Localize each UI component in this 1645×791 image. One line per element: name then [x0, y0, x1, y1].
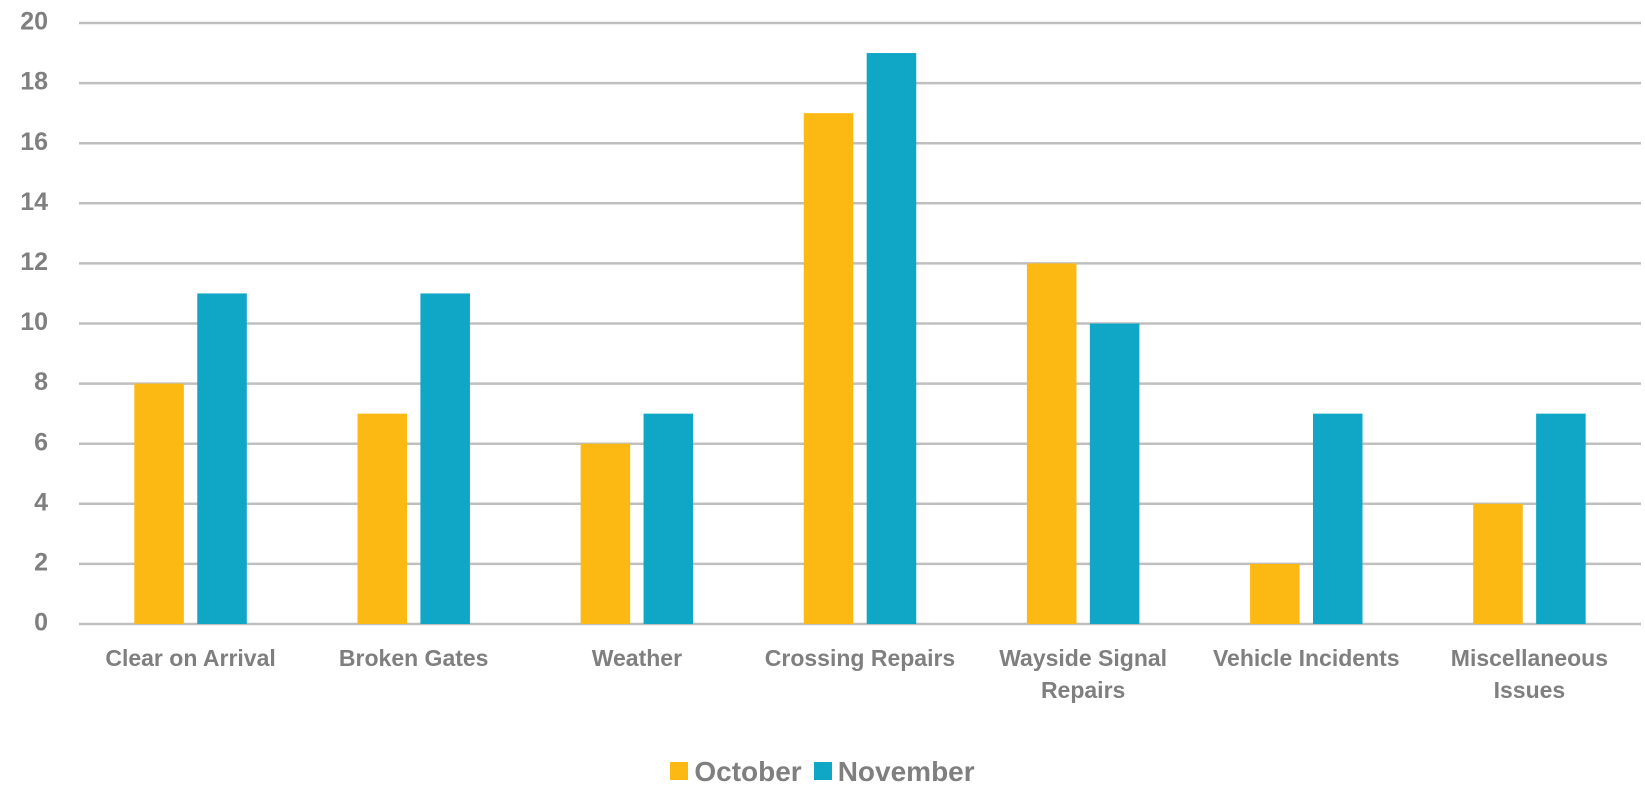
bar [134, 383, 184, 624]
x-tick-label: Broken Gates [338, 645, 489, 671]
bar [197, 293, 247, 624]
legend-swatch [670, 762, 689, 780]
legend-swatch [813, 762, 832, 780]
legend: October November [0, 756, 1645, 788]
bar [1473, 503, 1523, 624]
bar [1312, 413, 1363, 624]
bar [1536, 413, 1586, 624]
bar [580, 443, 631, 624]
y-tick-label: 2 [34, 549, 48, 577]
legend-label: October [694, 756, 802, 787]
bar [1089, 323, 1140, 624]
bar [357, 413, 408, 624]
y-tick-label: 10 [20, 308, 48, 336]
legend-item: October [670, 756, 802, 788]
x-tick-label: Wayside Signal Repairs [999, 645, 1168, 703]
x-tick-label: Weather [591, 645, 683, 671]
bar [803, 113, 854, 625]
y-tick-label: 0 [34, 609, 48, 637]
bar [420, 293, 470, 624]
y-tick-label: 14 [20, 188, 48, 216]
y-tick-label: 12 [20, 248, 48, 276]
y-tick-label: 16 [20, 128, 48, 156]
bar [643, 413, 694, 624]
y-tick-label: 4 [34, 488, 48, 516]
y-tick-label: 20 [20, 8, 48, 36]
legend-item: November [813, 756, 975, 788]
x-tick-label: Clear on Arrival [105, 645, 276, 671]
x-tick-label: Vehicle Incidents [1212, 645, 1400, 671]
bar [1250, 563, 1300, 624]
y-tick-label: 6 [34, 428, 48, 456]
bar [1026, 263, 1077, 624]
x-tick-label: Crossing Repairs [764, 645, 956, 671]
legend-label: November [837, 756, 975, 787]
x-tick-label: Miscellaneous Issues [1450, 645, 1609, 703]
y-tick-label: 8 [34, 368, 48, 396]
bar [866, 53, 917, 625]
y-tick-label: 18 [20, 68, 48, 96]
